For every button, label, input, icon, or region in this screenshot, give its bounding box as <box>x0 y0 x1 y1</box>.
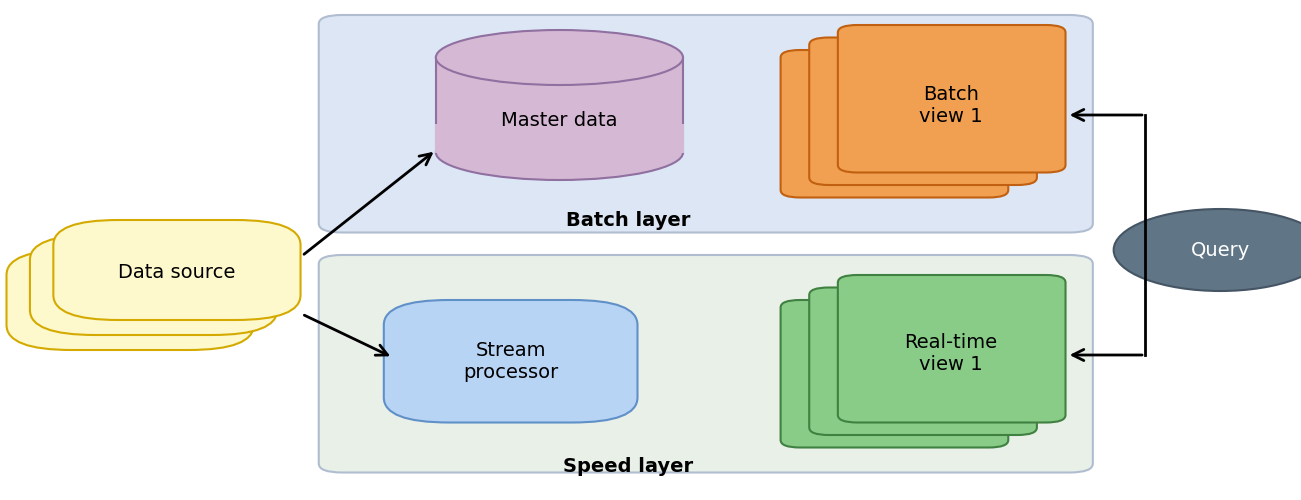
FancyBboxPatch shape <box>838 275 1066 422</box>
FancyBboxPatch shape <box>781 300 1008 448</box>
Text: Batch
view 1: Batch view 1 <box>920 84 982 126</box>
FancyBboxPatch shape <box>809 38 1037 185</box>
FancyBboxPatch shape <box>30 235 277 335</box>
FancyBboxPatch shape <box>7 250 254 350</box>
FancyBboxPatch shape <box>319 255 1093 472</box>
Text: Stream
processor: Stream processor <box>463 340 559 382</box>
Bar <box>436 58 683 152</box>
FancyBboxPatch shape <box>838 25 1066 172</box>
FancyBboxPatch shape <box>781 50 1008 198</box>
Text: Query: Query <box>1190 240 1250 260</box>
Ellipse shape <box>436 125 683 180</box>
FancyBboxPatch shape <box>809 288 1037 435</box>
Text: Batch layer: Batch layer <box>566 212 691 231</box>
Text: Speed layer: Speed layer <box>563 456 693 475</box>
Text: Real-time
view 1: Real-time view 1 <box>904 333 998 374</box>
Text: Data source: Data source <box>118 263 235 282</box>
Ellipse shape <box>436 30 683 85</box>
FancyBboxPatch shape <box>53 220 301 320</box>
Bar <box>435 124 684 152</box>
Text: Master data: Master data <box>501 110 618 130</box>
FancyBboxPatch shape <box>384 300 637 422</box>
Circle shape <box>1114 209 1301 291</box>
FancyBboxPatch shape <box>319 15 1093 233</box>
